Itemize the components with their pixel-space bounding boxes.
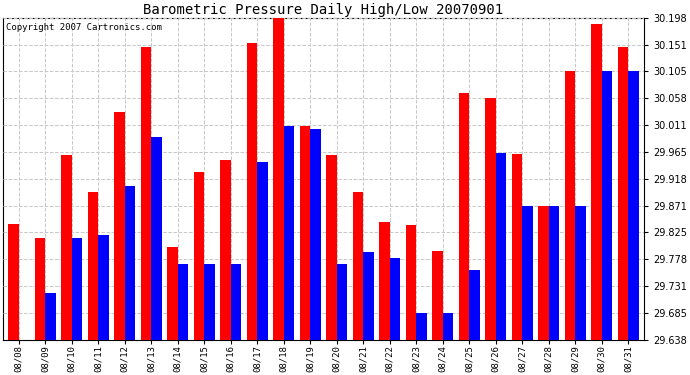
Bar [363, 252, 374, 340]
Bar [326, 155, 337, 340]
Bar [230, 264, 241, 340]
Bar [602, 71, 613, 340]
Bar [167, 247, 178, 340]
Bar [8, 224, 19, 340]
Bar [299, 126, 310, 340]
Bar [114, 112, 125, 340]
Bar [538, 207, 549, 340]
Bar [485, 98, 496, 340]
Bar [72, 238, 82, 340]
Bar [204, 264, 215, 340]
Bar [416, 313, 427, 340]
Bar [406, 225, 416, 340]
Bar [432, 251, 443, 340]
Bar [459, 93, 469, 340]
Bar [629, 71, 639, 340]
Bar [284, 126, 295, 340]
Bar [379, 222, 390, 340]
Bar [178, 264, 188, 340]
Bar [496, 153, 506, 340]
Bar [337, 264, 347, 340]
Bar [88, 192, 98, 340]
Bar [549, 207, 560, 340]
Bar [98, 235, 109, 340]
Bar [257, 162, 268, 340]
Bar [575, 207, 586, 340]
Bar [194, 172, 204, 340]
Bar [512, 154, 522, 340]
Bar [390, 258, 400, 340]
Bar [469, 270, 480, 340]
Bar [125, 186, 135, 340]
Bar [45, 292, 56, 340]
Bar [443, 313, 453, 340]
Bar [151, 138, 162, 340]
Text: Copyright 2007 Cartronics.com: Copyright 2007 Cartronics.com [6, 23, 162, 32]
Bar [522, 207, 533, 340]
Bar [141, 46, 151, 340]
Bar [618, 46, 629, 340]
Bar [591, 24, 602, 340]
Bar [273, 18, 284, 340]
Bar [246, 43, 257, 340]
Bar [310, 129, 321, 340]
Bar [353, 192, 363, 340]
Bar [564, 71, 575, 340]
Bar [220, 160, 230, 340]
Bar [61, 155, 72, 340]
Bar [34, 238, 45, 340]
Title: Barometric Pressure Daily High/Low 20070901: Barometric Pressure Daily High/Low 20070… [144, 3, 504, 17]
